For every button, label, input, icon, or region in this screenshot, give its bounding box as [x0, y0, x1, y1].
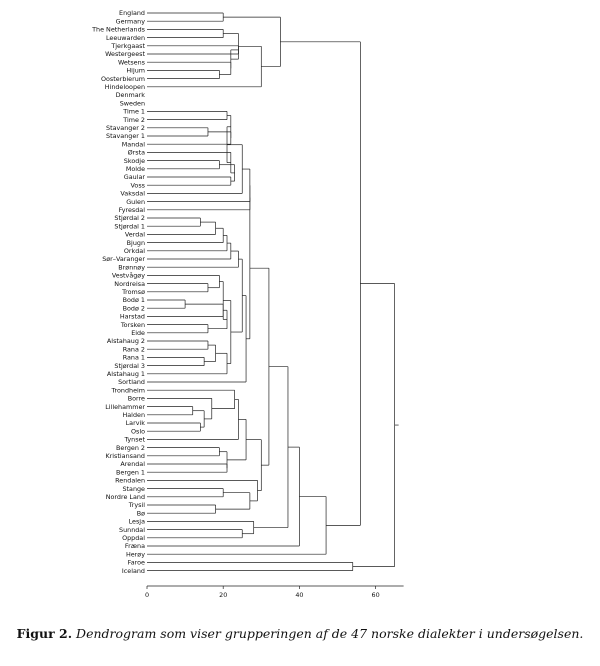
leaf-label-gaular: Gaular — [124, 173, 146, 181]
leaf-label-lillehammer: Lillehammer — [105, 403, 145, 411]
leaf-label-orkdal: Orkdal — [124, 247, 145, 255]
leaf-label-oslo: Oslo — [131, 427, 145, 435]
x-tick-label-60: 60 — [372, 591, 380, 599]
leaf-label-sortland: Sortland — [118, 378, 145, 386]
x-tick-label-40: 40 — [295, 591, 303, 599]
leaf-label-faroe: Faroe — [128, 559, 145, 567]
leaf-label-vestvagoy: Vestvågøy — [112, 271, 145, 280]
leaf-label-denmark: Denmark — [116, 91, 146, 99]
leaf-label-nordre-land: Nordre Land — [106, 493, 145, 501]
leaf-label-verdal: Verdal — [125, 231, 145, 239]
leaf-label-heroy: Herøy — [126, 550, 145, 558]
leaf-label-rana-2: Rana 2 — [123, 345, 145, 353]
caption-text: Dendrogram som viser grupperingen af de … — [72, 626, 584, 641]
leaf-label-bergen-2: Bergen 2 — [116, 444, 145, 452]
leaf-label-oosterbierum: Oosterbierum — [101, 75, 145, 83]
leaf-label-lesja: Lesja — [129, 518, 145, 526]
leaf-label-alstahaug-2: Alstahaug 2 — [107, 337, 145, 345]
leaf-label-nordreisa: Nordreisa — [114, 280, 145, 288]
leaf-label-eide: Eide — [131, 329, 145, 337]
leaf-label-larvik: Larvik — [126, 419, 146, 427]
leaf-label-tjerkgaast: Tjerkgaast — [110, 42, 145, 50]
x-tick-label-20: 20 — [219, 591, 227, 599]
leaf-label-bjugn: Bjugn — [127, 239, 145, 247]
caption-label: Figur 2. — [16, 626, 73, 641]
leaf-label-kristiansand: Kristiansand — [105, 452, 145, 460]
leaf-label-bergen-1: Bergen 1 — [116, 468, 145, 476]
leaf-label-voss: Voss — [131, 181, 146, 189]
leaf-label-time-1: Time 1 — [122, 108, 145, 116]
leaf-label-orsta: Ørsta — [128, 149, 145, 157]
leaf-label-skodje: Skodje — [124, 157, 145, 165]
leaf-label-bo: Bø — [137, 509, 145, 517]
leaf-label-bodo-2: Bodø 2 — [123, 304, 145, 312]
leaf-label-stavanger-1: Stavanger 1 — [106, 132, 145, 140]
leaf-label-germany: Germany — [116, 17, 146, 25]
leaf-label-wetsens: Wetsens — [118, 58, 146, 66]
leaf-label-iceland: Iceland — [122, 567, 145, 575]
leaf-label-stjordal-1: Stjørdal 1 — [114, 222, 145, 230]
leaf-label-westergeest: Westergeest — [105, 50, 145, 58]
leaf-label-sunndal: Sunndal — [119, 526, 145, 534]
leaf-label-harstad: Harstad — [120, 313, 145, 321]
figure-caption: Figur 2. Dendrogram som viser gruppering… — [0, 626, 600, 641]
leaf-label-arendal: Arendal — [120, 460, 145, 468]
leaf-label-the-netherlands: The Netherlands — [91, 26, 146, 34]
leaf-label-vaksdal: Vaksdal — [120, 190, 145, 198]
leaf-label-stjordal-3: Stjørdal 3 — [114, 362, 145, 370]
leaf-label-leeuwarden: Leeuwarden — [106, 34, 145, 42]
leaf-label-rendalen: Rendalen — [115, 477, 145, 485]
leaf-label-gulen: Gulen — [126, 198, 145, 206]
leaf-label-stange: Stange — [122, 485, 145, 493]
leaf-label-trysil: Trysil — [128, 501, 145, 509]
leaf-label-torsken: Torsken — [120, 321, 145, 329]
leaf-label-bronnoy: Brønnøy — [118, 263, 145, 271]
leaf-label-trondheim: Trondheim — [111, 386, 145, 394]
leaf-label-rana-1: Rana 1 — [123, 354, 145, 362]
dendrogram-branches — [147, 12, 399, 571]
leaf-label-mandal: Mandal — [122, 140, 145, 148]
leaf-label-bodo-1: Bodø 1 — [123, 296, 145, 304]
leaf-label-fraena: Fræna — [125, 542, 145, 550]
leaf-label-stavanger-2: Stavanger 2 — [106, 124, 145, 132]
leaf-label-molde: Molde — [126, 165, 145, 173]
leaf-label-stjordal-2: Stjørdal 2 — [114, 214, 145, 222]
leaf-label-sweden: Sweden — [120, 99, 145, 107]
leaf-label-hindeloopen: Hindeloopen — [105, 83, 145, 91]
leaf-label-time-2: Time 2 — [122, 116, 145, 124]
leaf-label-oppdal: Oppdal — [122, 534, 145, 542]
x-axis: 0 20 40 60 — [145, 585, 404, 599]
leaf-label-fyresdal: Fyresdal — [119, 206, 146, 214]
leaf-label-alstahaug-1: Alstahaug 1 — [107, 370, 145, 378]
x-tick-label-0: 0 — [145, 591, 149, 599]
leaf-label-england: England — [119, 9, 145, 17]
leaf-label-hijum: Hijum — [126, 67, 145, 75]
leaf-label-sor-varanger: Sør–Varanger — [102, 255, 145, 263]
leaf-label-borre: Borre — [128, 395, 145, 403]
leaf-label-tynset: Tynset — [123, 436, 145, 444]
leaf-label-tromso: Tromsø — [121, 288, 145, 296]
leaf-label-halden: Halden — [122, 411, 145, 419]
